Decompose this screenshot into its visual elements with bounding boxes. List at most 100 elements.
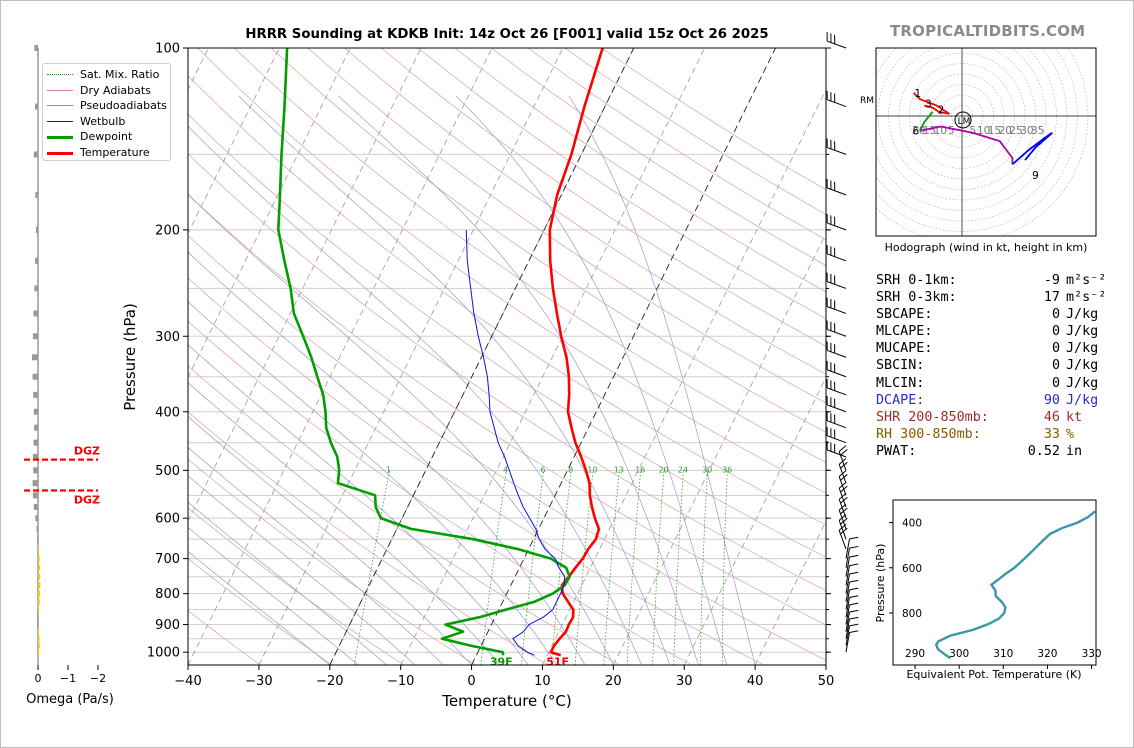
wind-barb-flag <box>849 571 859 575</box>
parameter-row: SHR 200-850mb: 46 kt <box>876 409 1106 426</box>
omega-bar <box>38 628 39 635</box>
mixing-ratio-line <box>521 470 545 665</box>
wind-barb-shaft <box>827 420 847 429</box>
lm-label: LM <box>958 117 971 127</box>
y-tick-label: 100 <box>155 42 180 57</box>
wind-barb <box>826 320 847 337</box>
wind-barb-shaft <box>827 306 847 314</box>
wind-barb <box>845 609 859 632</box>
wind-barb <box>826 272 847 289</box>
dry-adiabat <box>417 48 826 320</box>
omega-bar <box>34 424 38 431</box>
x-tick-label: 50 <box>818 674 835 689</box>
wind-barb <box>826 395 847 413</box>
wind-barb-shaft <box>845 625 850 646</box>
zero-isotherm <box>471 48 776 665</box>
dry-adiabat <box>234 48 826 463</box>
legend-label: Temperature <box>80 145 150 159</box>
omega-bar <box>35 191 38 198</box>
mixing-ratio-line <box>574 470 594 665</box>
wind-barb-flag <box>849 595 859 598</box>
dry-adiabat <box>188 193 826 626</box>
parameter-label: SBCIN: <box>876 358 925 374</box>
omega-bar <box>32 373 38 380</box>
pseudoadiabat <box>188 125 643 665</box>
hodograph-ring-label: 20 <box>999 125 1012 137</box>
isotherm <box>400 48 706 665</box>
wind-barb-flag <box>849 579 859 583</box>
omega-bar <box>37 614 38 621</box>
omega-bar <box>32 354 38 361</box>
pseudoadiabat <box>188 501 387 665</box>
skewt-legend: Sat. Mix. Ratio Dry Adiabats Pseudoadiabat… <box>42 63 171 161</box>
parameter-value: 17 <box>1043 290 1060 306</box>
y-axis-label: Pressure (hPa) <box>121 303 139 411</box>
theta-e-x-tick-label: 320 <box>1037 648 1057 660</box>
pseudoadiabat <box>188 526 359 665</box>
wind-barb <box>845 554 859 577</box>
theta-e-y-axis-label: Pressure (hPa) <box>874 544 887 623</box>
mixing-ratio-label: 1 <box>386 466 391 475</box>
y-tick-label: 900 <box>155 618 180 633</box>
hodograph-frame <box>875 47 1097 237</box>
wind-barb-flag <box>838 445 847 452</box>
hodograph-ring-label: 35 <box>1031 125 1044 137</box>
wind-barb <box>845 630 859 653</box>
pseudoadiabat <box>238 95 671 665</box>
wind-barb <box>845 571 859 594</box>
wind-barb <box>826 426 847 444</box>
legend-label: Dewpoint <box>80 130 133 143</box>
wind-barb <box>826 378 847 396</box>
wind-barb-shaft <box>845 556 850 577</box>
omega-bar <box>38 598 40 605</box>
x-tick-label: 30 <box>676 674 693 689</box>
wind-barb-flag <box>840 527 848 535</box>
mixing-ratio-line <box>603 470 620 665</box>
theta-e-profile <box>934 510 1096 660</box>
wind-barb-flag <box>849 563 859 567</box>
wind-barb <box>838 470 848 496</box>
wind-barb-shaft <box>845 538 850 559</box>
x-tick-label: −10 <box>387 674 414 689</box>
surface-dewpoint-label: 39F <box>490 655 513 668</box>
theta-e-x-axis-label: Equivalent Pot. Temperature (K) <box>906 668 1081 681</box>
wind-barb-flag <box>840 461 848 469</box>
legend-swatch <box>47 105 73 106</box>
legend-label: Wetbulb <box>80 114 126 128</box>
wind-barb-shaft <box>845 581 850 602</box>
wind-barb <box>826 214 847 231</box>
parameter-value: 46 <box>1043 409 1060 425</box>
parameter-label: SHR 200-850mb: <box>876 409 989 425</box>
wind-barb-flag <box>840 485 848 493</box>
omega-bar <box>33 439 38 446</box>
parameter-unit: m²s⁻² <box>1066 290 1107 306</box>
omega-bar <box>36 525 38 532</box>
wind-barb-flag <box>838 503 847 511</box>
wind-barb-flag <box>838 481 847 489</box>
pseudoadiabat <box>455 95 728 665</box>
mixing-ratio-label: 6 <box>541 466 546 475</box>
wind-barb <box>826 244 847 262</box>
mixing-ratio-line <box>652 470 665 665</box>
omega-bar <box>33 310 38 317</box>
x-tick-label: 10 <box>534 674 551 689</box>
wind-barb-flag <box>849 554 859 558</box>
omega-bar <box>38 635 40 642</box>
wind-barb-flag <box>840 517 848 525</box>
parameter-label: PWAT: <box>876 443 917 459</box>
y-tick-label: 600 <box>155 512 180 527</box>
legend-label: Pseudoadiabats <box>80 99 167 112</box>
parameter-unit: kt <box>1066 409 1083 425</box>
mixing-ratio-line <box>699 470 708 665</box>
wind-barb-shaft <box>845 548 850 568</box>
wind-barb-shaft <box>827 147 847 155</box>
wind-barb-shaft <box>845 611 850 632</box>
parameter-label: SBCAPE: <box>876 307 933 323</box>
wind-barb-flag <box>840 474 848 481</box>
x-tick-label: −30 <box>245 674 272 689</box>
mixing-ratio-label: 4 <box>503 466 508 475</box>
legend-swatch <box>47 120 73 122</box>
omega-bar <box>38 546 40 553</box>
parameter-unit: % <box>1066 426 1075 442</box>
hodograph-ring-label: 25 <box>1009 125 1022 137</box>
